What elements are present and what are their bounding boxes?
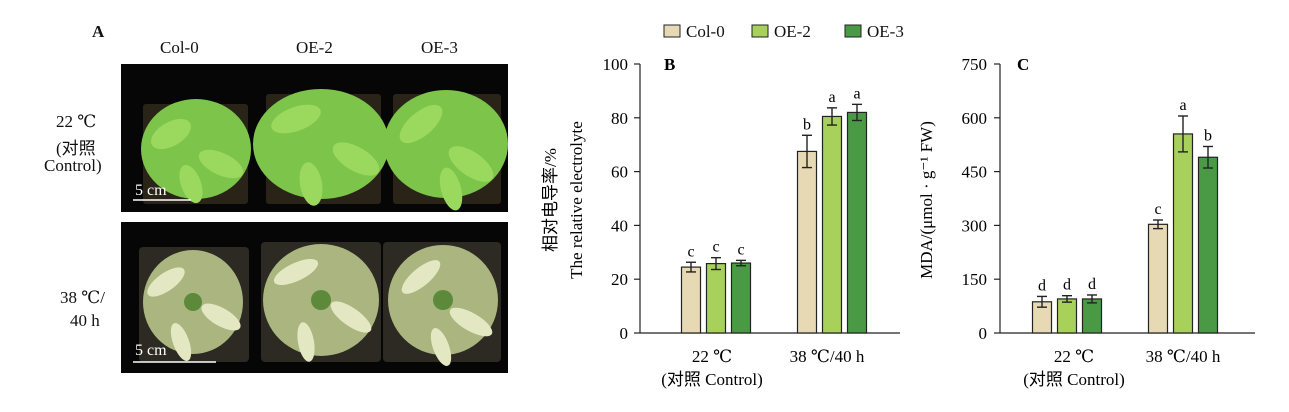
y-tick-label-C-0: 0 <box>979 324 988 343</box>
sig-letter-B-1-1: a <box>828 89 835 106</box>
legend-label-0: Col-0 <box>686 22 725 41</box>
x-category-label-C-1: 38 ℃/40 h <box>1146 347 1221 366</box>
bar-B-0-2 <box>730 262 752 334</box>
legend-swatch-0 <box>663 24 681 38</box>
row2-label-temp: 38 ℃/ <box>60 288 105 307</box>
sig-letter-C-0-0: d <box>1038 277 1046 294</box>
y-axis-label-B-1: The relative electrolyte <box>567 121 586 279</box>
sig-letter-B-1-0: b <box>803 116 811 133</box>
sig-letter-B-0-1: c <box>712 239 719 256</box>
bar-B-1-1 <box>821 115 843 334</box>
bar-B-0-1 <box>705 262 727 334</box>
legend-swatch-1 <box>751 24 769 38</box>
sig-letter-B-0-0: c <box>687 243 694 260</box>
panel-a-letter: A <box>92 22 105 41</box>
column-label-oe3: OE-3 <box>421 38 458 57</box>
y-tick-label-C-2: 300 <box>962 216 988 235</box>
bar-C-1-2 <box>1197 156 1219 334</box>
bar-C-1-1 <box>1172 133 1194 334</box>
row2-label-time: 40 h <box>70 311 100 330</box>
sig-letter-C-0-1: d <box>1063 277 1071 294</box>
x-category-label-B-1: 38 ℃/40 h <box>790 347 865 366</box>
legend-swatch-2 <box>844 24 862 38</box>
bar-B-0-0 <box>680 266 702 334</box>
bar-C-0-1 <box>1056 298 1078 334</box>
bar-C-0-2 <box>1081 298 1103 334</box>
y-axis-label-C-0: MDA/(μmol · g⁻¹ FW) <box>917 121 936 279</box>
y-tick-label-C-1: 150 <box>962 270 988 289</box>
y-tick-label-B-0: 0 <box>620 324 629 343</box>
row1-label-temp: 22 ℃ <box>56 112 97 131</box>
y-tick-label-C-3: 450 <box>962 163 988 182</box>
sig-letter-C-1-0: c <box>1154 201 1161 218</box>
row1-label-en: Control) <box>44 156 102 175</box>
panel-a: A Col-0 OE-2 OE-3 22 ℃ (对照 Control) 38 ℃… <box>0 0 520 412</box>
legend-label-1: OE-2 <box>774 22 811 41</box>
control-plants-photo: 5 cm <box>121 64 508 212</box>
sig-letter-B-1-2: a <box>853 85 860 102</box>
bar-B-1-0 <box>796 150 818 334</box>
y-axis-label-B-0: 相对电导率/% <box>541 148 560 252</box>
column-label-col0: Col-0 <box>160 38 199 57</box>
sig-letter-B-0-2: c <box>737 241 744 258</box>
scale-bar-label-control: 5 cm <box>135 182 167 199</box>
x-category-label-C-0b: (对照 Control) <box>1023 370 1125 389</box>
sig-letter-C-1-2: b <box>1204 127 1212 144</box>
panel-letter-B: B <box>664 55 675 74</box>
y-tick-label-B-1: 20 <box>611 270 628 289</box>
sig-letter-C-1-1: a <box>1179 97 1186 114</box>
y-tick-label-B-5: 100 <box>603 55 629 74</box>
x-category-label-C-0a: 22 ℃ <box>1054 347 1094 366</box>
bar-C-1-0 <box>1147 223 1169 334</box>
y-tick-label-B-4: 80 <box>611 109 628 128</box>
x-category-label-B-0a: 22 ℃ <box>692 347 732 366</box>
panel-letter-C: C <box>1017 55 1029 74</box>
heat-plants-photo: 5 cm <box>121 222 508 373</box>
column-label-oe2: OE-2 <box>296 38 333 57</box>
y-tick-label-B-2: 40 <box>611 216 628 235</box>
x-category-label-B-0b: (对照 Control) <box>661 370 763 389</box>
y-tick-label-C-5: 750 <box>962 55 988 74</box>
sig-letter-C-0-2: d <box>1088 276 1096 293</box>
legend-label-2: OE-3 <box>867 22 904 41</box>
bar-B-1-2 <box>846 111 868 334</box>
y-tick-label-B-3: 60 <box>611 163 628 182</box>
row1-label-cn: (对照 <box>56 139 96 158</box>
y-tick-label-C-4: 600 <box>962 109 988 128</box>
scale-bar-label-heat: 5 cm <box>135 342 167 359</box>
